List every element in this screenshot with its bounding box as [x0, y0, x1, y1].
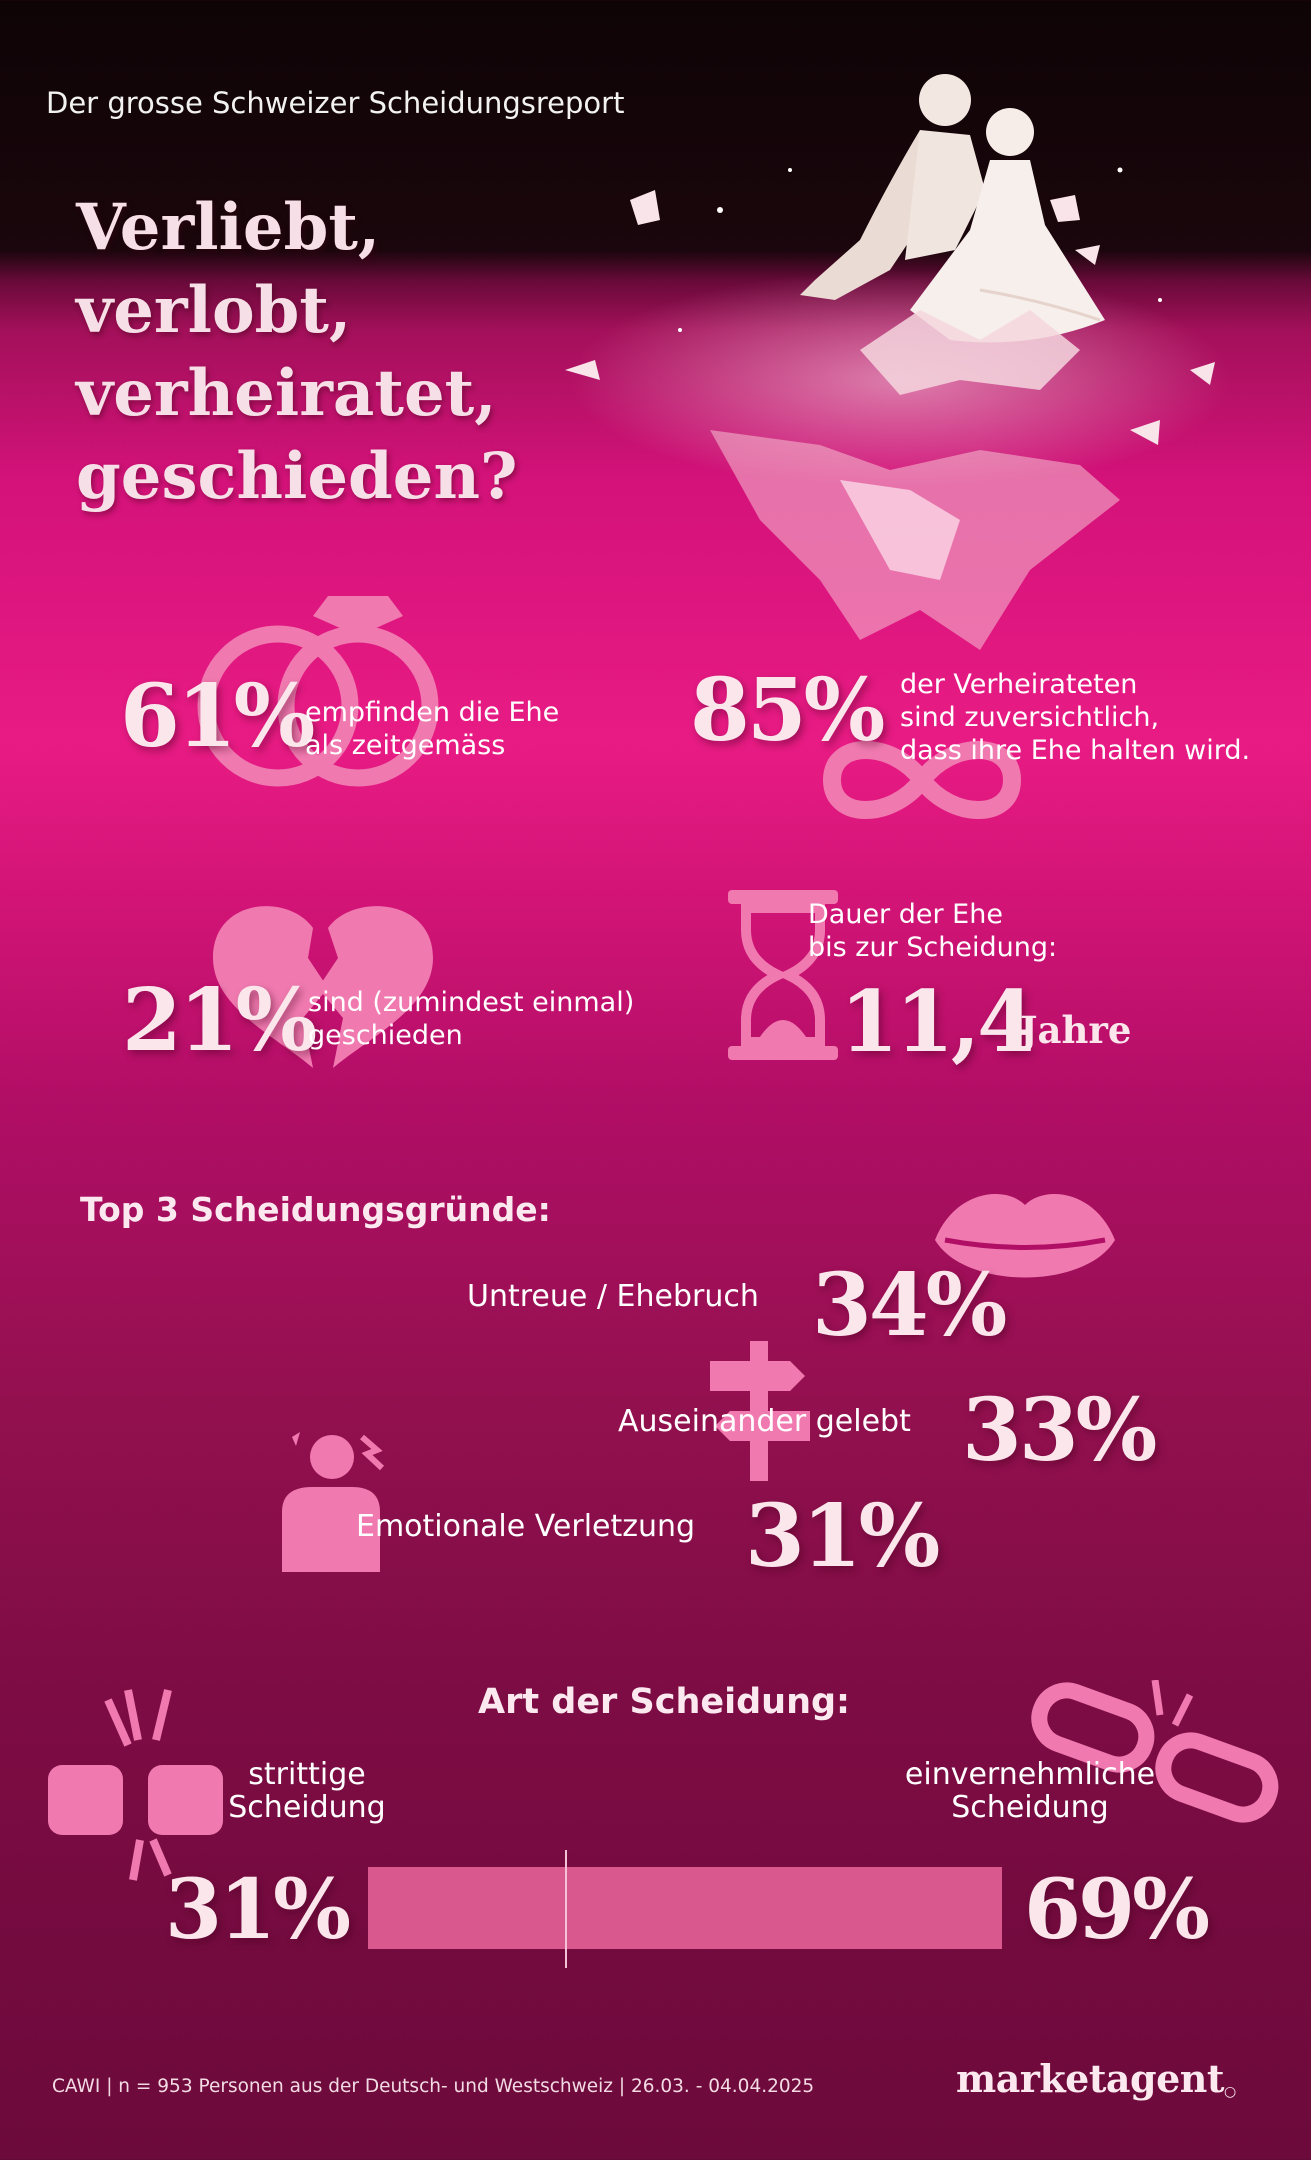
divorce-type-title: Art der Scheidung:: [478, 1682, 851, 1722]
headline-line-1: Verliebt,: [76, 190, 381, 265]
divorce-right-label: einvernehmliche Scheidung: [904, 1757, 1156, 1825]
reason-3-value: 31%: [745, 1486, 940, 1587]
infinity-icon: [822, 741, 1022, 819]
broken-heart-icon: [213, 906, 433, 1068]
reason-1-value: 34%: [812, 1255, 1007, 1356]
stat-geschieden-value: 21%: [122, 970, 317, 1071]
footer-source: CAWI | n = 953 Personen aus der Deutsch-…: [52, 2076, 815, 2097]
stat-geschieden-text: sind (zumindest einmal) geschieden: [308, 987, 635, 1051]
headline-line-2: verlobt,: [76, 273, 352, 348]
reason-1-label: Untreue / Ehebruch: [467, 1279, 759, 1314]
divorce-left-value: 31%: [165, 1862, 351, 1958]
headline-line-3: verheiratet,: [76, 356, 497, 431]
stat-zeitgemaess-value: 61%: [120, 666, 315, 767]
divorce-right-value: 69%: [1024, 1862, 1210, 1958]
wedding-rings-icon: [197, 596, 439, 787]
broken-chain-icon: [1031, 1680, 1279, 1823]
hourglass-icon: [728, 890, 838, 1060]
reason-2-value: 33%: [962, 1380, 1157, 1481]
headline-line-4: geschieden?: [76, 439, 518, 514]
report-subtitle: Der grosse Schweizer Scheidungsreport: [46, 86, 625, 120]
hurt-person-icon: [282, 1432, 385, 1572]
headline: Verliebt, verlobt, verheiratet, geschied…: [76, 186, 636, 518]
stat-zeitgemaess-text: empfinden die Ehe als zeitgemäss: [305, 697, 560, 761]
stat-dauer-unit: Jahre: [1020, 1008, 1132, 1052]
stat-dauer-text: Dauer der Ehe bis zur Scheidung:: [808, 899, 1058, 963]
wedding-figurine-illustration: [565, 74, 1230, 650]
reason-2-label: Auseinander gelebt: [618, 1404, 911, 1439]
reasons-title: Top 3 Scheidungsgründe:: [80, 1190, 551, 1229]
divorce-left-label: strittige Scheidung: [228, 1757, 386, 1825]
marketagent-logo[interactable]: marketagent○: [956, 2056, 1236, 2101]
reason-3-label: Emotionale Verletzung: [356, 1509, 696, 1544]
divorce-share-bar: [368, 1867, 1002, 1949]
signpost-icon: [710, 1341, 810, 1481]
divorce-share-split: [565, 1850, 567, 1968]
stat-zuversichtlich-value: 85%: [690, 660, 885, 761]
lips-icon: [935, 1194, 1115, 1278]
stat-zuversichtlich-text: der Verheirateten sind zuversichtlich, d…: [900, 669, 1251, 766]
fists-icon: [48, 1689, 223, 1881]
stat-dauer-value: 11,4: [840, 972, 1036, 1071]
